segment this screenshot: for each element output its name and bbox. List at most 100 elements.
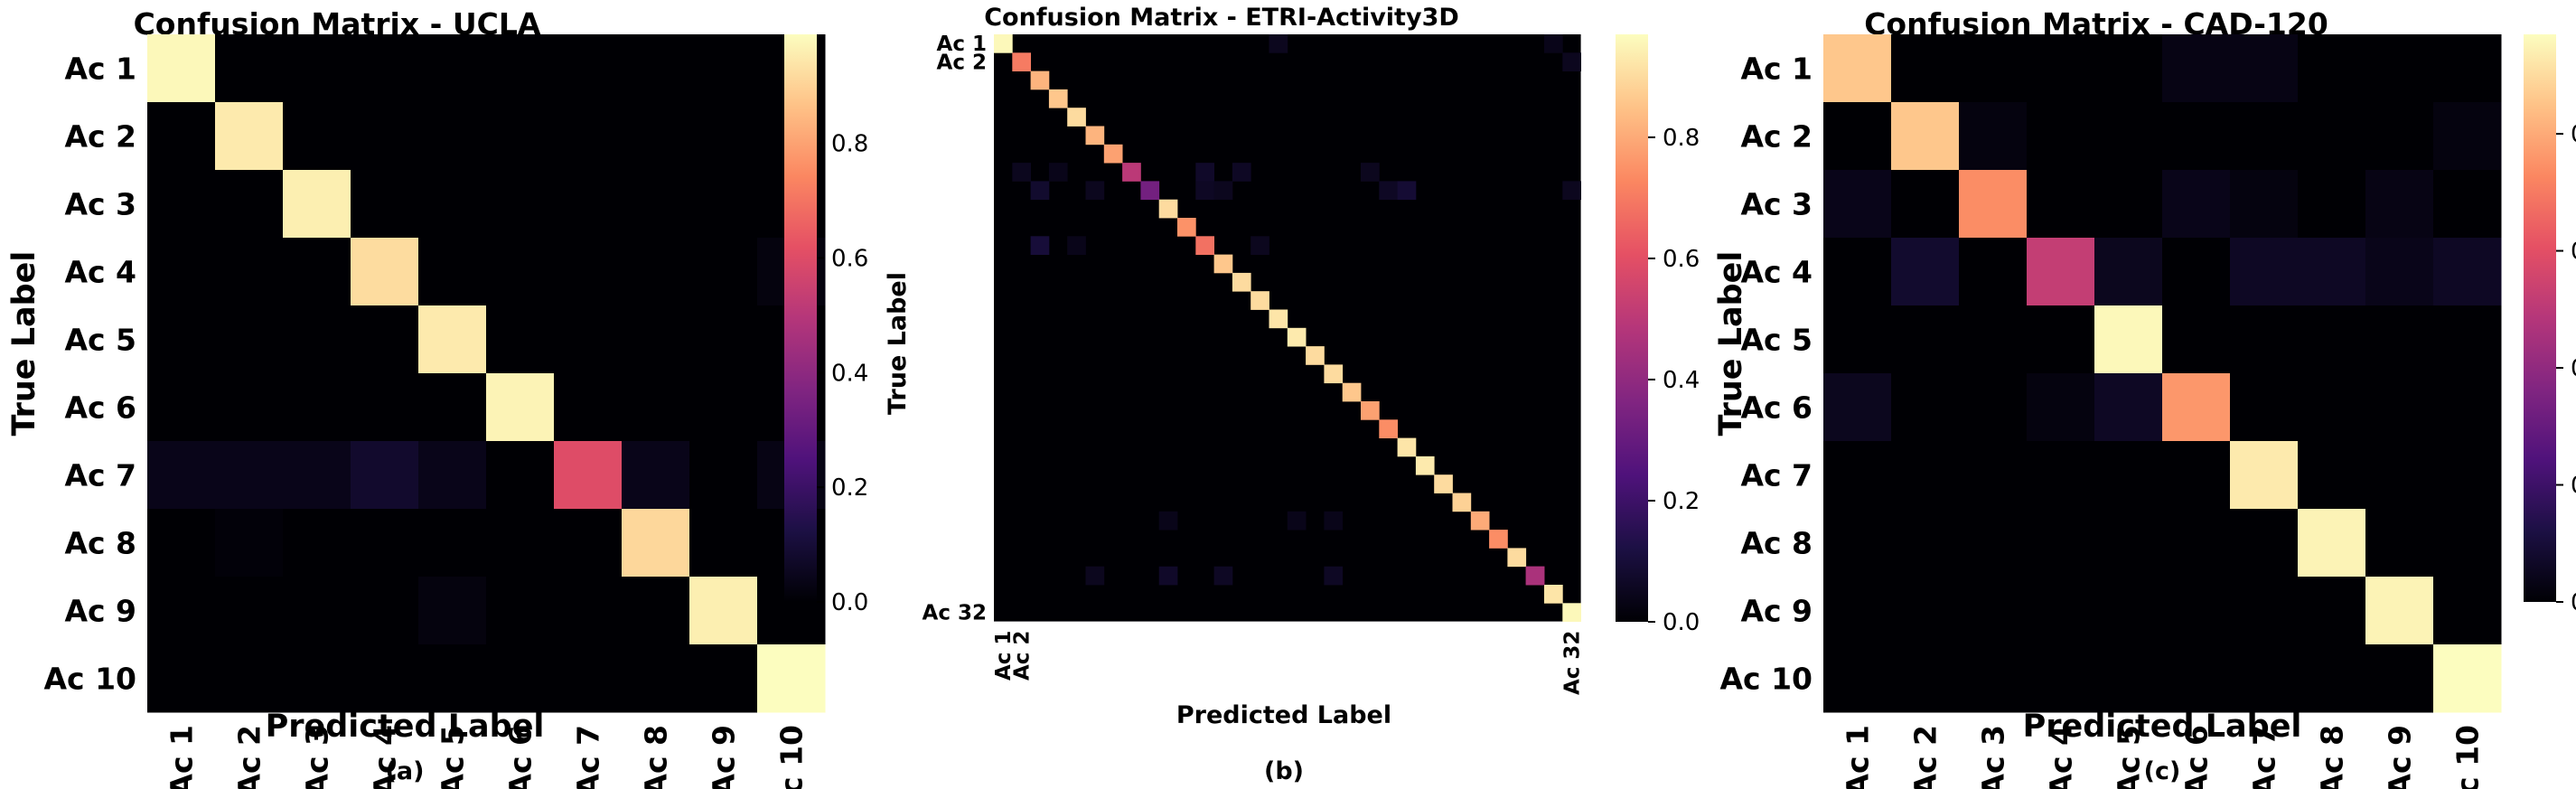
heatmap-cell (1959, 102, 2028, 171)
colorbar-tick-label: 0.6 (2571, 239, 2576, 266)
heatmap-cell (1232, 163, 1251, 182)
heatmap-cell (1891, 34, 1960, 103)
heatmap-cell (554, 441, 623, 510)
x-tick-label: Ac 8 (639, 725, 674, 789)
heatmap-cell (2230, 577, 2299, 645)
heatmap-cell (2298, 170, 2366, 239)
heatmap-cell (2298, 509, 2366, 578)
heatmap-cell (689, 238, 758, 306)
heatmap-cell (2433, 305, 2502, 374)
y-tick-label: Ac 7 (64, 458, 136, 493)
heatmap-cell (2094, 373, 2163, 442)
heatmap-cell (2094, 238, 2163, 306)
heatmap-cell (147, 644, 216, 713)
heatmap-cell (2027, 170, 2095, 239)
colorbar-tick-label: 0.8 (2571, 121, 2576, 148)
x-tick-label: Ac 5 (436, 725, 471, 789)
colorbar (784, 34, 817, 602)
heatmap-cell (1823, 441, 1892, 510)
heatmap-cell (1823, 305, 1892, 374)
heatmap-cell (622, 34, 690, 103)
heatmap-cell (554, 238, 623, 306)
heatmap-cell (2298, 373, 2366, 442)
heatmap-cell (147, 34, 216, 103)
heatmap-cell (689, 509, 758, 578)
heatmap-cell (283, 238, 351, 306)
panel-caption: (c) (2144, 757, 2181, 785)
heatmap-cell (1306, 346, 1325, 365)
heatmap-cell (147, 170, 216, 239)
heatmap-cell (283, 170, 351, 239)
heatmap-cell (2162, 34, 2231, 103)
heatmap-cell (1544, 34, 1563, 53)
heatmap-cell (2365, 577, 2434, 645)
heatmap-cell (2433, 34, 2502, 103)
heatmap-cell (2027, 577, 2095, 645)
x-tick-labels: Ac 1 Ac 2 Ac 3 Ac 4 Ac 5 Ac 6 Ac 7 Ac 8 Ac 9 Ac 1… (1841, 725, 2486, 789)
panel-caption: (a) (386, 757, 425, 785)
x-tick-label: Ac 5 (2112, 725, 2147, 789)
y-tick-labels: Ac 1Ac 2 Ac 32 (923, 33, 987, 625)
heatmap-cell (2162, 238, 2231, 306)
y-tick-label: Ac 8 (1740, 526, 1813, 561)
x-tick-labels: Ac 1 Ac 2 Ac 3 Ac 4 Ac 5 Ac 6 Ac 7 Ac 8 Ac 9 Ac 1… (164, 725, 810, 789)
heatmap-cell (2433, 238, 2502, 306)
heatmap-cell (283, 644, 351, 713)
heatmap-cell (2433, 441, 2502, 510)
heatmap-cell (2162, 441, 2231, 510)
heatmap-cell (1452, 493, 1472, 512)
heatmap-cells (147, 34, 826, 713)
heatmap-cell (1525, 566, 1545, 586)
heatmap-cell (2094, 34, 2163, 103)
heatmap-cell (1959, 509, 2028, 578)
heatmap-cell (215, 34, 284, 103)
colorbar-tick-label: 0.0 (2571, 589, 2576, 616)
x-axis-label: Predicted Label (266, 709, 545, 745)
x-tick-label: Ac 1 (164, 725, 200, 789)
heatmap-cell (486, 644, 555, 713)
heatmap-cell (1891, 170, 1960, 239)
heatmap-cell (418, 509, 487, 578)
heatmap-cell (622, 441, 690, 510)
heatmap-cell (1415, 456, 1435, 475)
heatmap-cell (2298, 644, 2366, 713)
heatmap-cell (2365, 170, 2434, 239)
heatmap-cell (2433, 102, 2502, 171)
colorbar-tick-label: 0.0 (1663, 609, 1700, 636)
colorbar-tick-label: 0.4 (2571, 355, 2576, 382)
heatmap-cell (418, 102, 487, 171)
heatmap-cell (2094, 102, 2163, 171)
heatmap-cell (1269, 309, 1288, 329)
y-tick-label: Ac 4 (1740, 255, 1813, 290)
heatmap-cell (486, 373, 555, 442)
x-tick-labels: Ac 1Ac 2 Ac 32 (992, 631, 1584, 695)
heatmap-cell (1823, 170, 1892, 239)
y-axis-label: True Label (6, 251, 42, 437)
heatmap-cell (2298, 34, 2366, 103)
heatmap-cell (1067, 236, 1086, 255)
heatmap-cell (2162, 509, 2231, 578)
heatmap-cell (1489, 530, 1508, 549)
heatmap-cell (1213, 566, 1233, 586)
heatmap-cell (2027, 509, 2095, 578)
heatmap-cell (1397, 181, 1417, 201)
heatmap-cell (2094, 644, 2163, 713)
x-tick-label: Ac 10 (774, 725, 810, 789)
y-tick-label: Ac 2 (937, 51, 987, 74)
colorbar-tick-label: 0.6 (831, 245, 868, 272)
heatmap-cell (1085, 181, 1105, 201)
heatmap-cell (418, 373, 487, 442)
heatmap-cell (1030, 236, 1050, 255)
heatmap-cell (622, 170, 690, 239)
heatmap-cell (1342, 382, 1362, 402)
heatmap-cell (2027, 441, 2095, 510)
heatmap-cell (1012, 163, 1031, 182)
heatmap-cell (1103, 144, 1123, 164)
colorbar-tick-label: 0.6 (1663, 246, 1700, 273)
x-axis-label: Predicted Label (2023, 709, 2302, 745)
y-tick-label: Ac 9 (1740, 594, 1813, 629)
heatmap-cell (418, 441, 487, 510)
x-tick-label: Ac 6 (503, 725, 539, 789)
heatmap-cell (2230, 373, 2299, 442)
